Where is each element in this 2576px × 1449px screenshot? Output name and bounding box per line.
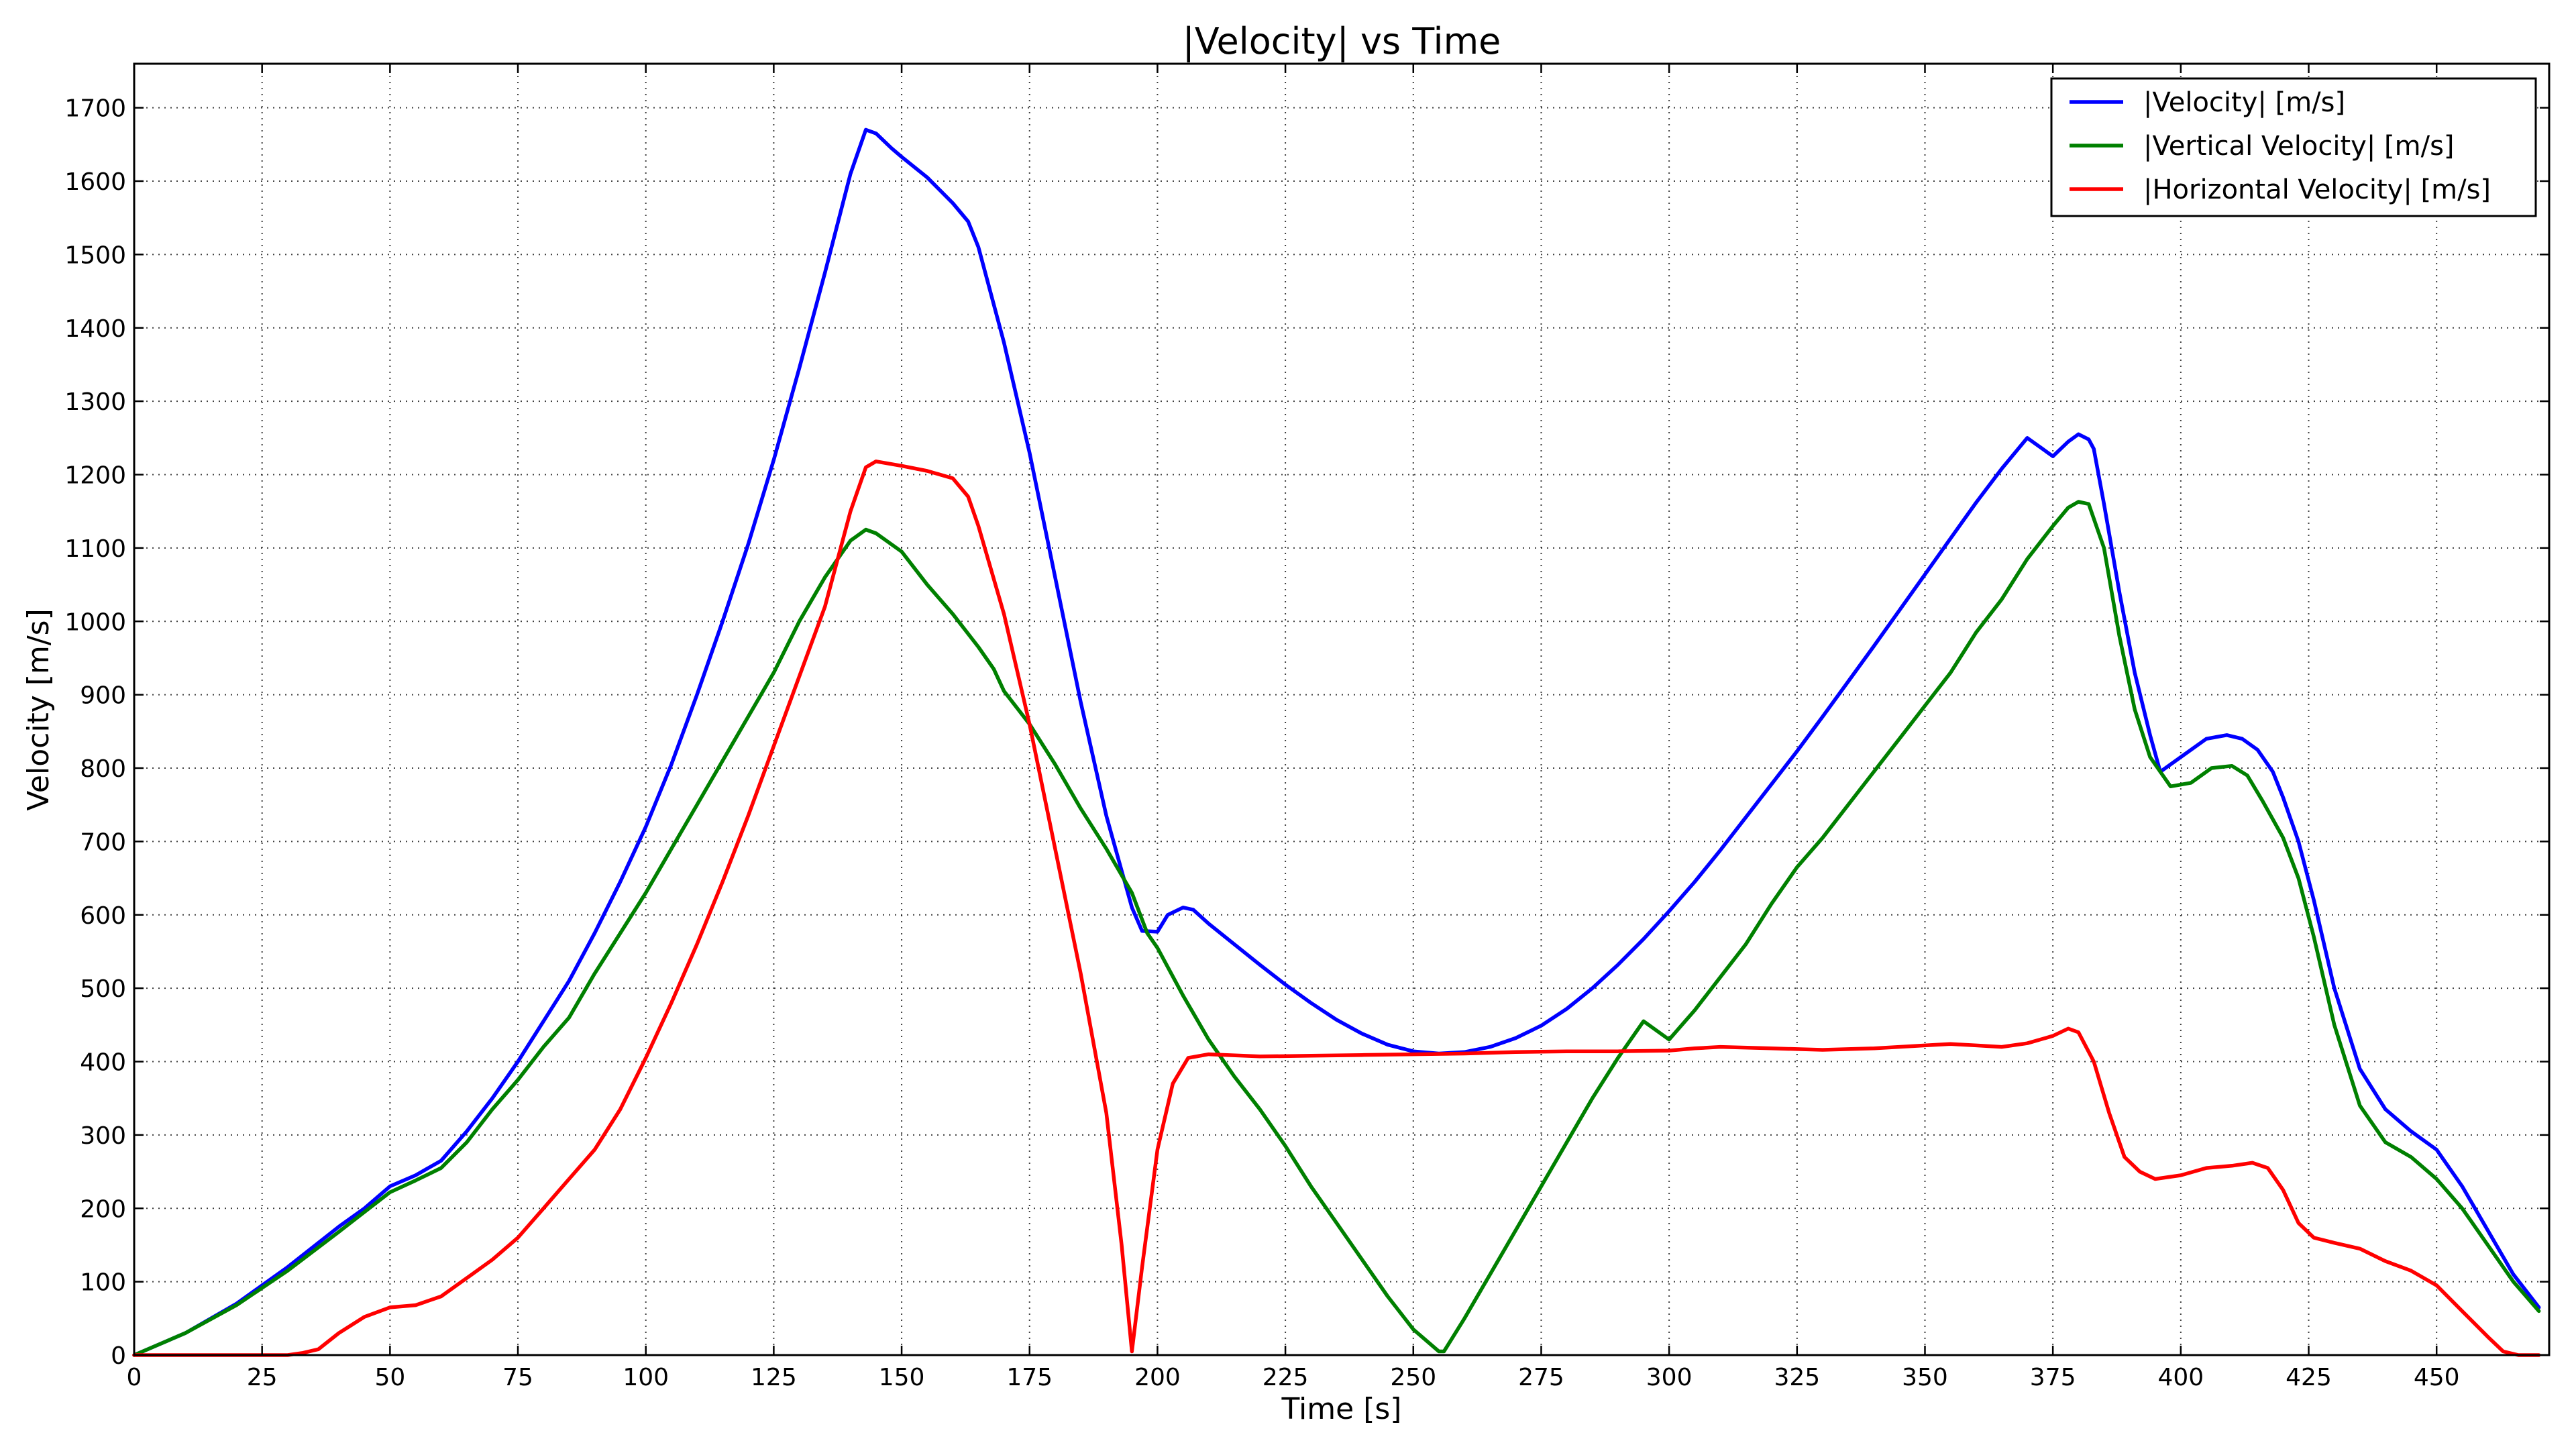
y-tick-label: 1000 (64, 608, 126, 636)
y-tick-label: 600 (80, 902, 126, 930)
y-tick-label: 1300 (64, 388, 126, 416)
y-tick-label: 0 (111, 1342, 126, 1370)
y-tick-label: 1700 (64, 95, 126, 123)
y-axis-label: Velocity [m/s] (21, 608, 56, 811)
x-tick-label: 350 (1902, 1364, 1948, 1391)
x-tick-label: 100 (623, 1364, 669, 1391)
x-tick-label: 425 (2286, 1364, 2332, 1391)
x-tick-label: 225 (1263, 1364, 1309, 1391)
y-tick-label: 100 (80, 1269, 126, 1297)
x-axis-label: Time [s] (1281, 1392, 1402, 1426)
y-tick-label: 1400 (64, 315, 126, 343)
legend: |Velocity| [m/s] |Vertical Velocity| [m/… (2050, 77, 2537, 217)
velocity-line (132, 127, 2541, 1357)
y-tick-label: 400 (80, 1049, 126, 1077)
x-tick-label: 0 (127, 1364, 142, 1391)
plot-frame (133, 62, 2551, 1356)
x-tick-label: 300 (1646, 1364, 1693, 1391)
y-tick-label: 1600 (64, 168, 126, 196)
y-tick-label: 1200 (64, 462, 126, 490)
x-tick-label: 150 (879, 1364, 925, 1391)
series-lines (132, 127, 2541, 1357)
x-tick-label: 400 (2157, 1364, 2204, 1391)
x-tick-label: 275 (1518, 1364, 1564, 1391)
horizontal-velocity-line (132, 460, 2541, 1357)
y-tick-label: 900 (80, 682, 126, 710)
vertical-velocity-line (132, 500, 2541, 1357)
chart-title: |Velocity| vs Time (1183, 20, 1501, 62)
axis-ticks: 0 25 50 75 100 125 150 175 200 225 250 275 300 325 350… (64, 64, 2549, 1391)
x-tick-label: 125 (751, 1364, 797, 1391)
x-tick-label: 75 (502, 1364, 533, 1391)
y-tick-label: 700 (80, 828, 126, 856)
x-tick-label: 200 (1134, 1364, 1181, 1391)
x-tick-label: 50 (374, 1364, 405, 1391)
legend-entry-horizontal-velocity: |Horizontal Velocity| [m/s] (2143, 174, 2491, 205)
x-tick-label: 250 (1390, 1364, 1436, 1391)
x-tick-label: 375 (2030, 1364, 2076, 1391)
legend-entry-velocity: |Velocity| [m/s] (2143, 87, 2345, 118)
legend-box (2050, 77, 2537, 217)
y-tick-label: 1100 (64, 535, 126, 563)
y-tick-label: 300 (80, 1122, 126, 1150)
x-tick-label: 175 (1006, 1364, 1053, 1391)
x-tick-label: 450 (2414, 1364, 2460, 1391)
x-tick-label: 325 (1774, 1364, 1820, 1391)
x-tick-label: 25 (247, 1364, 278, 1391)
y-tick-label: 800 (80, 755, 126, 783)
y-tick-label: 200 (80, 1195, 126, 1223)
legend-entry-vertical-velocity: |Vertical Velocity| [m/s] (2143, 131, 2455, 162)
y-tick-label: 500 (80, 975, 126, 1003)
y-tick-label: 1500 (64, 241, 126, 269)
grid (133, 64, 2549, 1356)
